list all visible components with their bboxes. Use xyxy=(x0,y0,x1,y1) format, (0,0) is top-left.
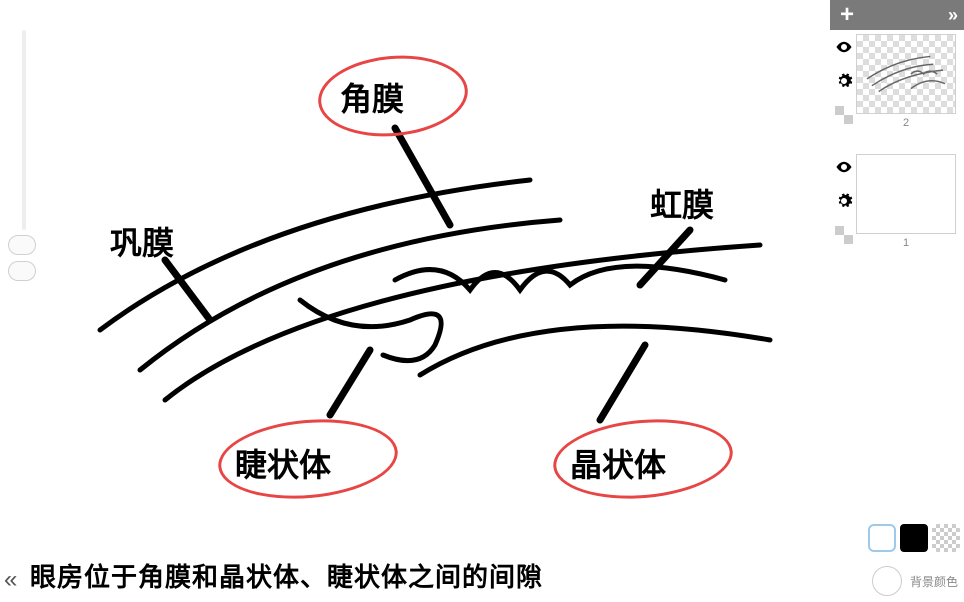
label-lens: 晶状体 xyxy=(570,440,666,486)
opacity-icon[interactable] xyxy=(835,226,853,244)
visibility-icon[interactable] xyxy=(835,158,853,176)
swatch-black[interactable] xyxy=(900,524,928,552)
color-swatches xyxy=(868,524,960,552)
layer-number: 1 xyxy=(903,237,909,249)
visibility-icon[interactable] xyxy=(835,38,853,56)
layers-panel-header: + » xyxy=(830,0,964,30)
swatch-transparent[interactable] xyxy=(932,524,960,552)
bg-color-label: 背景颜色 xyxy=(910,573,958,590)
collapse-panel-icon[interactable]: » xyxy=(948,5,954,26)
layer-row-1[interactable]: 1 xyxy=(830,150,964,248)
layer-number: 2 xyxy=(903,117,909,129)
label-iris: 虹膜 xyxy=(650,180,714,226)
label-sclera: 巩膜 xyxy=(110,218,174,264)
gear-icon[interactable] xyxy=(835,72,853,90)
label-cornea: 角膜 xyxy=(340,74,404,120)
canvas-area[interactable]: 角膜 巩膜 虹膜 睫状体 晶状体 « 眼房位于角膜和晶状体、睫状体之间的间隙 xyxy=(0,0,830,602)
layer-thumbnail-1[interactable]: 1 xyxy=(856,154,956,234)
caption-text: 眼房位于角膜和晶状体、睫状体之间的间隙 xyxy=(30,557,543,594)
label-ciliary-body: 睫状体 xyxy=(235,440,331,486)
swatch-empty[interactable] xyxy=(868,524,896,552)
background-color-row[interactable]: 背景颜色 xyxy=(872,566,958,596)
opacity-icon[interactable] xyxy=(835,106,853,124)
add-layer-icon[interactable]: + xyxy=(840,3,854,27)
gear-icon[interactable] xyxy=(835,192,853,210)
layer-row-2[interactable]: 2 xyxy=(830,30,964,128)
bg-color-circle[interactable] xyxy=(872,566,902,596)
back-icon[interactable]: « xyxy=(4,566,17,594)
layer-thumbnail-2[interactable]: 2 xyxy=(856,34,956,114)
layers-panel: + » 2 xyxy=(830,0,964,248)
